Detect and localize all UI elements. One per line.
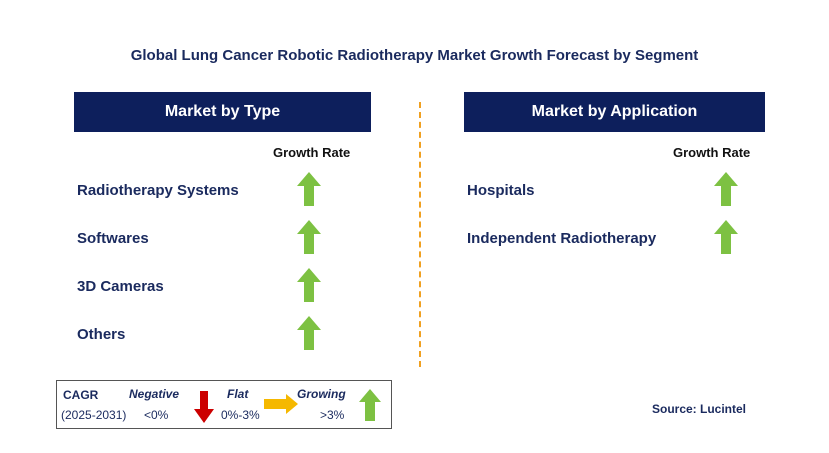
source-label: Source: Lucintel <box>652 402 747 416</box>
application-panel-header: Market by Application <box>464 92 765 132</box>
type-item-radiotherapy-systems: Radiotherapy Systems <box>77 182 239 199</box>
type-growth-rate-label: Growth Rate <box>273 145 351 160</box>
panel-divider <box>419 102 421 367</box>
legend-cagr-label: CAGR <box>63 388 99 402</box>
cagr-legend: CAGR (2025-2031) Negative <0% Flat 0%-3%… <box>56 380 392 429</box>
up-arrow-icon <box>297 268 321 302</box>
chart-title: Global Lung Cancer Robotic Radiotherapy … <box>130 47 699 64</box>
legend-negative-label: Negative <box>129 387 180 401</box>
legend-flat-value: 0%-3% <box>221 408 260 422</box>
right-arrow-icon <box>264 394 298 414</box>
type-item-softwares: Softwares <box>77 230 149 247</box>
application-item-independent-radiotherapy: Independent Radiotherapy <box>467 230 657 247</box>
up-arrow-icon <box>297 316 321 350</box>
up-arrow-icon <box>359 389 381 421</box>
type-panel-header: Market by Type <box>74 92 371 132</box>
legend-flat-label: Flat <box>227 387 249 401</box>
legend-negative-value: <0% <box>144 408 169 422</box>
legend-period: (2025-2031) <box>61 408 127 422</box>
down-arrow-icon <box>194 391 214 423</box>
type-item-3d-cameras: 3D Cameras <box>77 278 164 295</box>
application-growth-rate-label: Growth Rate <box>673 145 751 160</box>
up-arrow-icon <box>714 172 738 206</box>
legend-growing-value: >3% <box>320 408 345 422</box>
up-arrow-icon <box>297 172 321 206</box>
type-item-others: Others <box>77 326 126 343</box>
legend-growing-label: Growing <box>297 387 346 401</box>
up-arrow-icon <box>297 220 321 254</box>
application-item-hospitals: Hospitals <box>467 182 535 199</box>
up-arrow-icon <box>714 220 738 254</box>
